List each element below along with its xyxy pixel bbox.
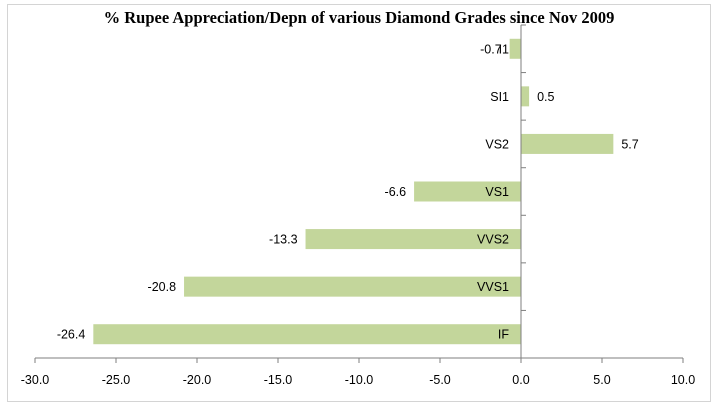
bar-i1 (509, 38, 521, 59)
bars-group (93, 38, 614, 345)
x-tick-label: -5.0 (429, 373, 451, 387)
x-tick-label: 0.0 (512, 373, 529, 387)
value-label-vs2: 5.7 (621, 137, 638, 151)
labels-group: I1-0.7 SI1 0.5 VS2 5.7 VS1 -6.6 VVS2 -13.3 VVS1 -2… (21, 42, 695, 387)
bar-vvs2 (305, 229, 521, 250)
category-label-vs2: VS2 (485, 137, 509, 151)
value-label-vvs2: -13.3 (269, 233, 298, 247)
x-tick-label: -20.0 (183, 373, 212, 387)
value-label-si1: 0.5 (537, 90, 554, 104)
category-label-vvs2: VVS2 (477, 233, 509, 247)
category-label-vvs1: VVS1 (477, 280, 509, 294)
x-tick-label: -30.0 (21, 373, 50, 387)
bar-vs2 (521, 133, 614, 154)
value-label-vvs1: -20.8 (148, 280, 177, 294)
category-label-vs1: VS1 (485, 185, 509, 199)
chart-title: % Rupee Appreciation/Depn of various Dia… (103, 8, 615, 27)
value-label-if: -26.4 (57, 328, 86, 342)
bar-vvs1 (184, 276, 522, 297)
x-tick-label: 5.0 (593, 373, 610, 387)
x-tick-label: -25.0 (102, 373, 131, 387)
x-tick-label: -10.0 (345, 373, 374, 387)
x-tick-label: 10.0 (671, 373, 695, 387)
category-label-if: IF (498, 328, 509, 342)
bar-vs1 (414, 181, 521, 202)
value-label-i1: -0.7 (480, 42, 502, 56)
category-label-si1: SI1 (490, 90, 509, 104)
category-label-i1: I1 (499, 42, 509, 56)
x-tick-label: -15.0 (264, 373, 293, 387)
bar-if (93, 324, 521, 345)
axes-group (34, 24, 684, 363)
bar-si1 (521, 86, 530, 107)
value-label-vs1: -6.6 (385, 185, 407, 199)
